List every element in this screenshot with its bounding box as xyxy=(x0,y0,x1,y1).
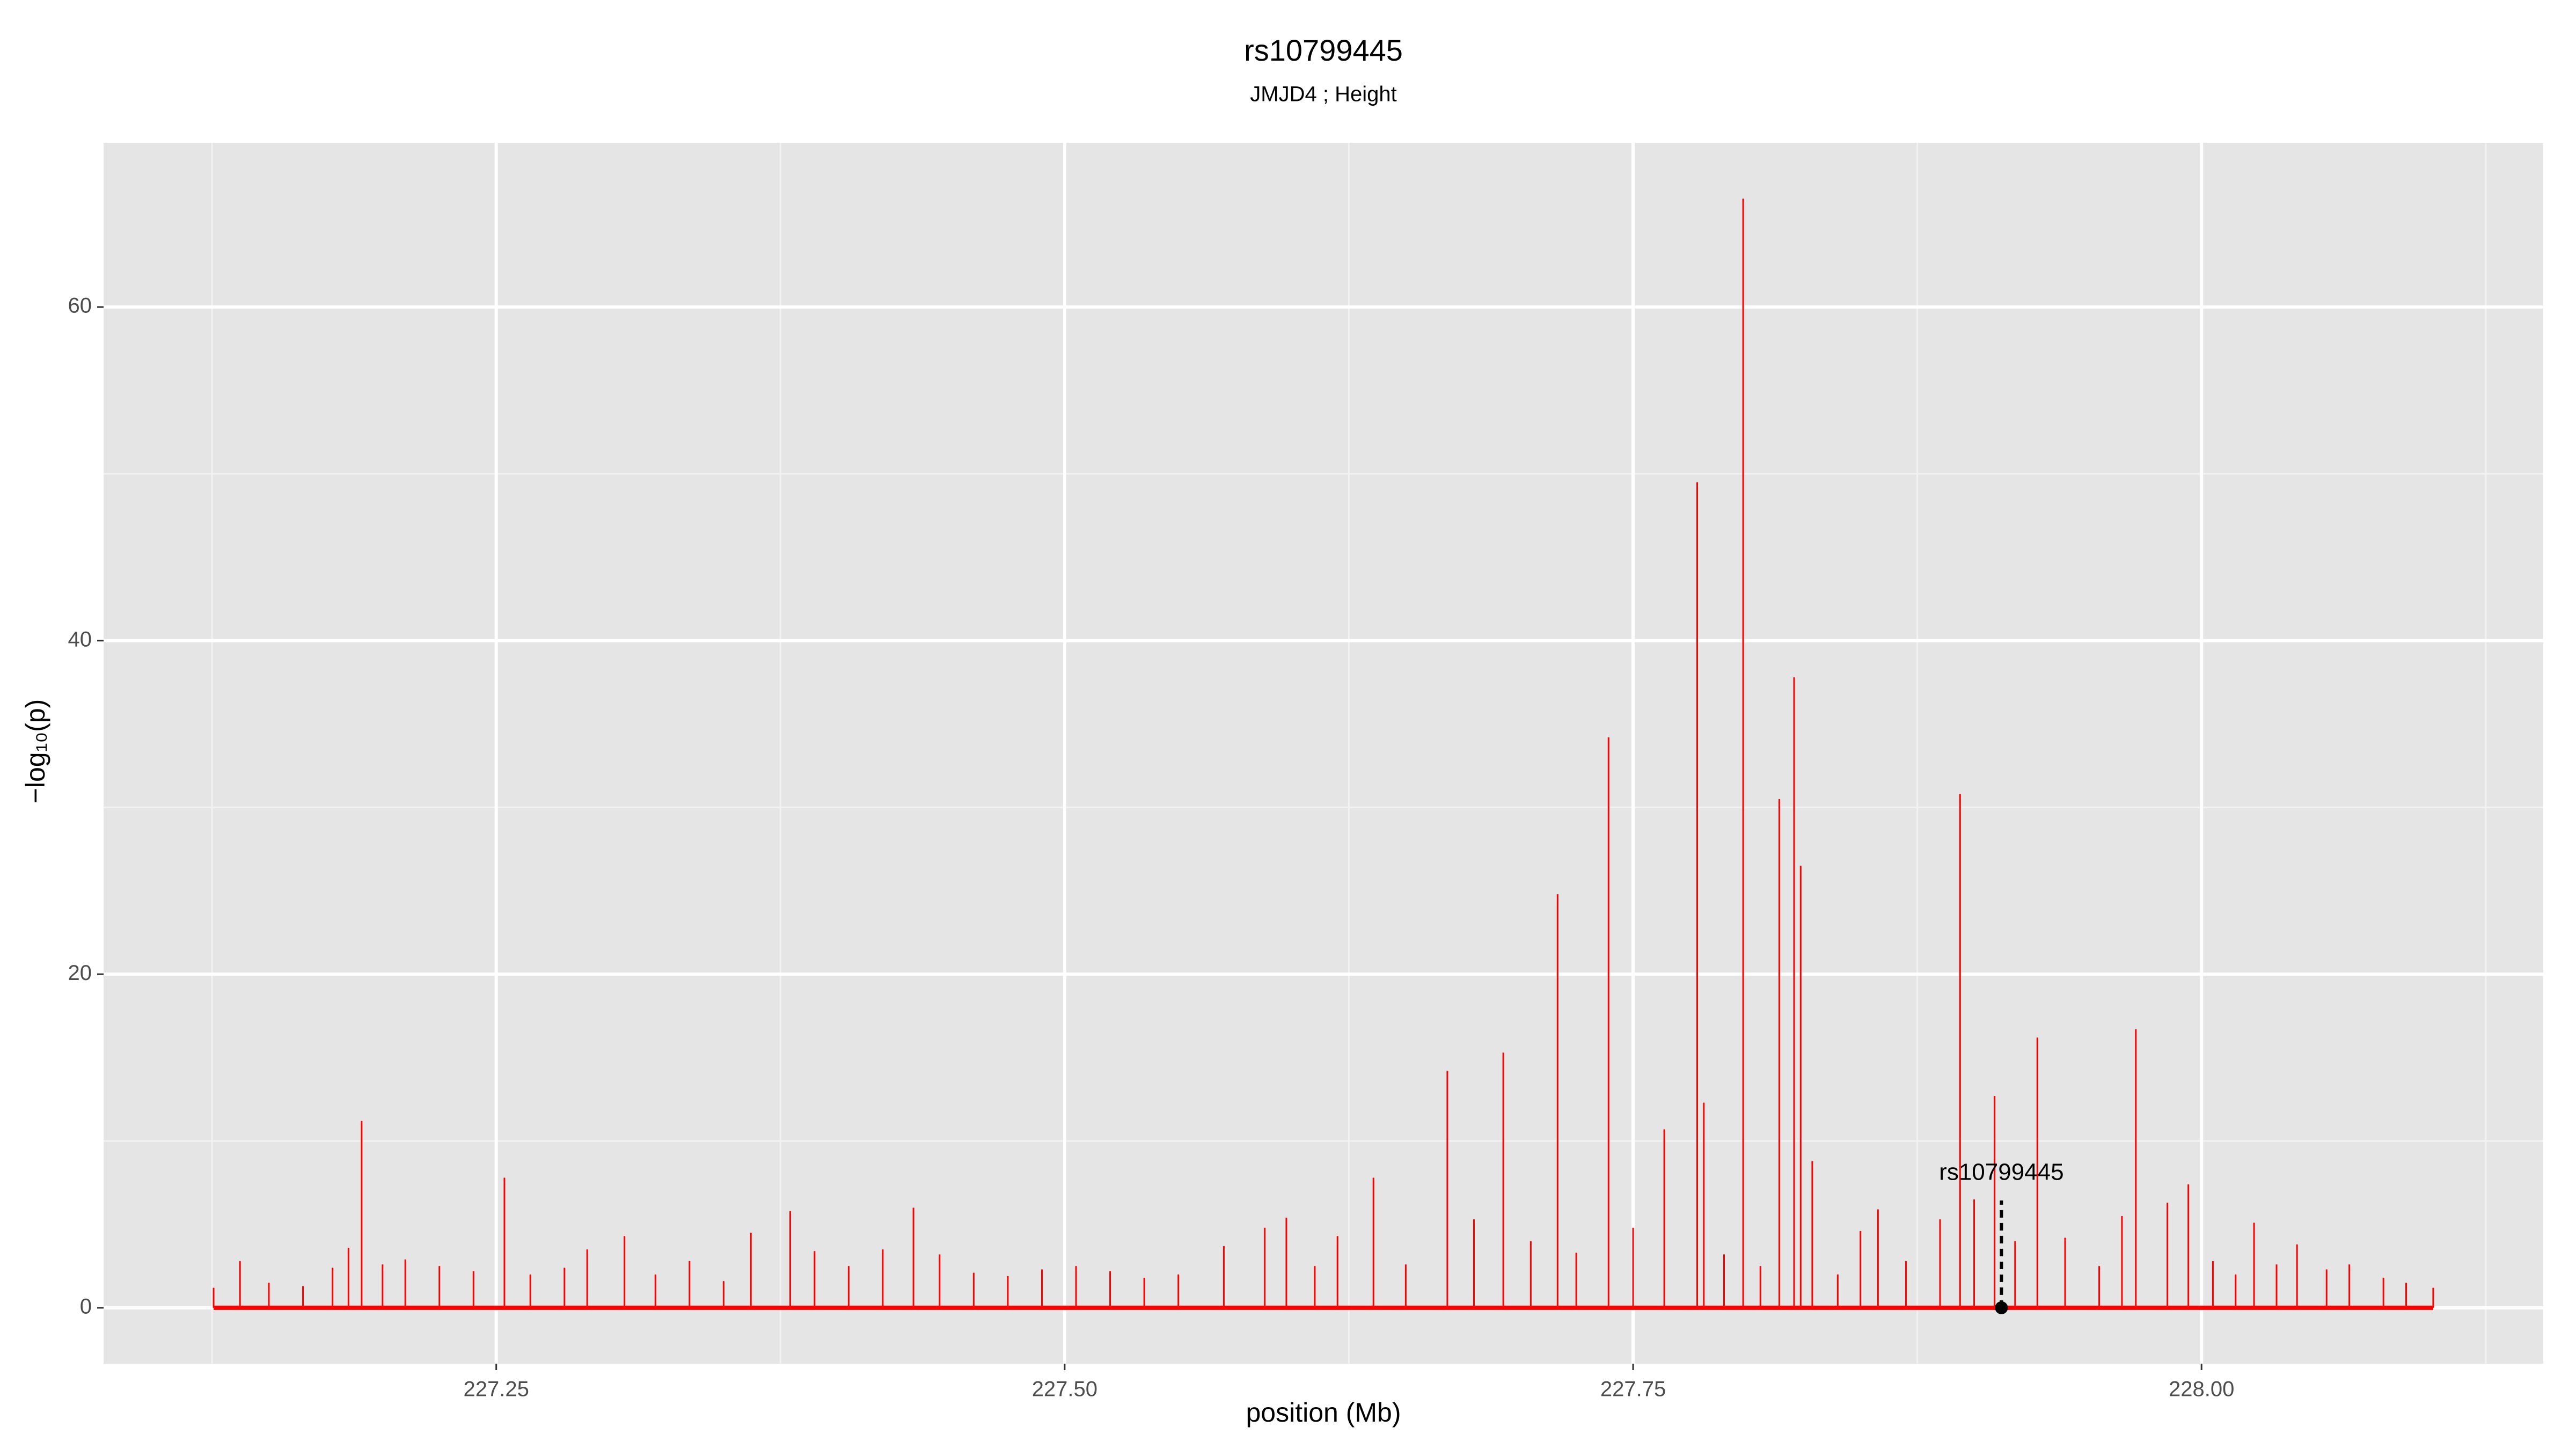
x-tick-label: 227.25 xyxy=(464,1378,529,1401)
labels: 227.25 227.50 227.75 228.00 0 20 40 60 rs1079944… xyxy=(68,294,2235,1401)
panel xyxy=(104,143,2543,1364)
x-axis-label: position (Mb) xyxy=(1246,1397,1401,1428)
x-tick-label: 228.00 xyxy=(2169,1378,2234,1401)
x-tick-label: 227.50 xyxy=(1032,1378,1097,1401)
y-axis-label: −log₁₀(p) xyxy=(20,699,50,804)
y-tick-label: 40 xyxy=(68,627,92,651)
x-tick-label: 227.75 xyxy=(1600,1378,1666,1401)
marks xyxy=(213,199,2434,1314)
highlight-label: rs10799445 xyxy=(1939,1159,2063,1185)
highlight-point xyxy=(1995,1301,2008,1314)
y-tick-label: 60 xyxy=(68,294,92,318)
y-tick-label: 20 xyxy=(68,961,92,985)
chart-title: rs10799445 xyxy=(1244,33,1403,67)
y-tick-label: 0 xyxy=(80,1294,92,1318)
chart-subtitle: JMJD4 ; Height xyxy=(1250,83,1396,106)
